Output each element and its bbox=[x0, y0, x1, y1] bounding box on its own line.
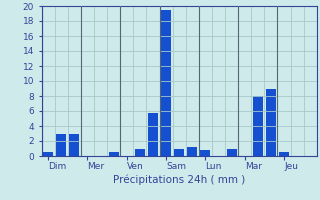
X-axis label: Précipitations 24h ( mm ): Précipitations 24h ( mm ) bbox=[113, 175, 245, 185]
Bar bbox=[69, 134, 79, 156]
Bar bbox=[266, 88, 276, 156]
Bar bbox=[253, 96, 263, 156]
Bar bbox=[135, 148, 145, 156]
Bar bbox=[227, 148, 236, 156]
Bar bbox=[148, 112, 158, 156]
Bar bbox=[56, 134, 66, 156]
Bar bbox=[201, 150, 210, 156]
Bar bbox=[279, 152, 289, 156]
Bar bbox=[109, 152, 119, 156]
Bar bbox=[188, 147, 197, 156]
Bar bbox=[174, 148, 184, 156]
Bar bbox=[161, 10, 171, 156]
Bar bbox=[43, 152, 53, 156]
